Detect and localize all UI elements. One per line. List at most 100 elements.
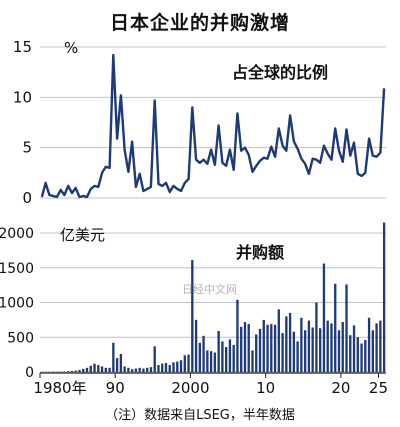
y-tick-label-bottom: 2000 <box>0 226 34 242</box>
y-tick-label-bottom: 0 <box>25 365 34 381</box>
series-line-share <box>40 53 386 199</box>
bar <box>330 323 333 372</box>
bar <box>172 362 175 372</box>
bar <box>63 371 66 372</box>
bar <box>247 324 250 372</box>
bar <box>352 325 356 372</box>
bar <box>243 321 247 372</box>
bar <box>213 352 217 372</box>
bar <box>228 339 232 372</box>
bar <box>115 358 119 372</box>
bar <box>198 342 201 372</box>
y-tick-label-top: 10 <box>13 88 32 106</box>
bar <box>288 312 292 372</box>
bar <box>337 330 341 372</box>
bar <box>89 365 92 372</box>
bar <box>375 323 378 372</box>
chart-title: 日本企业的并购激增 <box>109 12 290 34</box>
bar <box>266 324 269 372</box>
bar <box>85 367 89 372</box>
y-tick-label-top: 5 <box>22 139 32 157</box>
bar <box>183 355 186 372</box>
bar <box>251 350 254 372</box>
bar <box>123 366 126 372</box>
x-tick-label: 2000 <box>171 379 209 397</box>
bar <box>164 362 168 372</box>
bar <box>300 317 303 372</box>
bar <box>206 350 209 372</box>
bar <box>130 369 134 372</box>
bar <box>187 354 190 373</box>
bar <box>221 341 224 372</box>
bar <box>104 367 107 372</box>
panel-title-share: 占全球的比例 <box>232 63 328 82</box>
bar <box>179 360 183 372</box>
bar <box>217 331 220 372</box>
bar <box>146 367 149 372</box>
bar <box>240 326 243 372</box>
bar <box>112 342 115 372</box>
bar <box>209 351 213 372</box>
bar <box>281 333 284 372</box>
bar <box>161 363 164 372</box>
y-tick-label-top: 15 <box>13 38 32 56</box>
bar <box>168 365 171 372</box>
x-tick-label: 10 <box>256 379 275 397</box>
y-tick-label-bottom: 500 <box>7 330 34 346</box>
bar <box>82 368 85 372</box>
bar <box>345 284 348 372</box>
bar <box>319 328 322 372</box>
x-tick-label: 25 <box>369 379 388 397</box>
bar <box>371 330 374 372</box>
bar <box>356 337 359 372</box>
bar <box>153 346 156 372</box>
bar <box>285 316 288 372</box>
bar <box>97 365 100 372</box>
bar <box>225 346 228 372</box>
bar <box>78 369 81 372</box>
bar <box>273 324 277 372</box>
bar <box>70 370 74 372</box>
bar <box>191 260 194 372</box>
bar <box>379 320 382 372</box>
bar <box>176 361 179 372</box>
bar <box>382 222 386 372</box>
bar <box>149 367 153 372</box>
y-tick-label-bottom: 1500 <box>0 261 34 277</box>
bar <box>315 302 318 372</box>
bar <box>311 327 314 372</box>
bar <box>93 363 96 372</box>
bar <box>292 331 296 372</box>
bar <box>142 368 145 372</box>
x-tick-label: 1980年 <box>33 379 86 397</box>
bar <box>367 317 371 372</box>
bar <box>100 366 104 372</box>
bar <box>67 371 70 372</box>
bar <box>258 328 262 372</box>
bar <box>74 370 77 372</box>
bar <box>349 335 352 372</box>
bar <box>326 320 329 372</box>
bar <box>232 344 235 372</box>
bar <box>138 367 141 372</box>
y-tick-label-bottom: 1000 <box>0 296 34 312</box>
panel-title-value: 并购额 <box>236 243 284 262</box>
bar <box>334 283 337 372</box>
bar <box>194 319 198 373</box>
bar <box>296 341 299 372</box>
bar <box>341 321 344 372</box>
bar <box>134 368 138 372</box>
bar <box>255 334 258 372</box>
bar <box>108 367 111 372</box>
bar <box>303 330 307 372</box>
bar <box>360 343 363 372</box>
bar <box>270 324 273 372</box>
bar <box>119 353 123 372</box>
y-axis-unit-bottom: 亿美元 <box>60 226 105 244</box>
bar <box>236 299 239 372</box>
footnote: （注）数据来自LSEG，半年数据 <box>105 408 295 423</box>
y-tick-label-top: 0 <box>22 189 32 207</box>
bar <box>262 319 265 373</box>
